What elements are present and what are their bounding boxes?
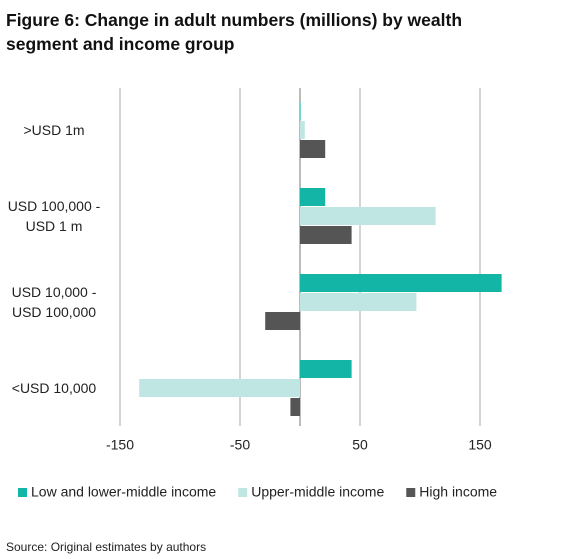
x-tick-label: 50 <box>352 437 368 453</box>
bar <box>300 188 326 206</box>
bar <box>300 207 436 225</box>
y-tick-label: <USD 10,000 <box>11 380 97 396</box>
bar <box>300 226 352 244</box>
bar <box>300 140 326 158</box>
chart-title: Figure 6: Change in adult numbers (milli… <box>6 10 463 54</box>
bar <box>300 274 502 292</box>
y-tick-label: USD 100,000 - USD 1 m <box>7 198 101 234</box>
legend-swatch <box>406 488 416 497</box>
source: Source: Original estimates by authors <box>6 540 207 554</box>
legend-label: Upper-middle income <box>251 484 384 500</box>
x-tick-label: -150 <box>106 437 134 453</box>
bar <box>265 312 300 330</box>
bar <box>139 379 300 397</box>
bar <box>300 102 301 120</box>
legend-swatch <box>18 488 27 497</box>
legend-swatch <box>238 488 248 497</box>
y-tick-label: USD 10,000 - USD 100,000 <box>11 284 97 320</box>
x-tick-label: 150 <box>468 437 492 453</box>
bar <box>300 293 417 311</box>
y-tick-label: >USD 1m <box>23 122 85 138</box>
bar <box>300 360 352 378</box>
legend-label: Low and lower-middle income <box>31 484 216 500</box>
legend-label: High income <box>419 484 497 500</box>
bar <box>300 121 305 139</box>
bar <box>290 398 300 416</box>
x-tick-label: -50 <box>230 437 250 453</box>
